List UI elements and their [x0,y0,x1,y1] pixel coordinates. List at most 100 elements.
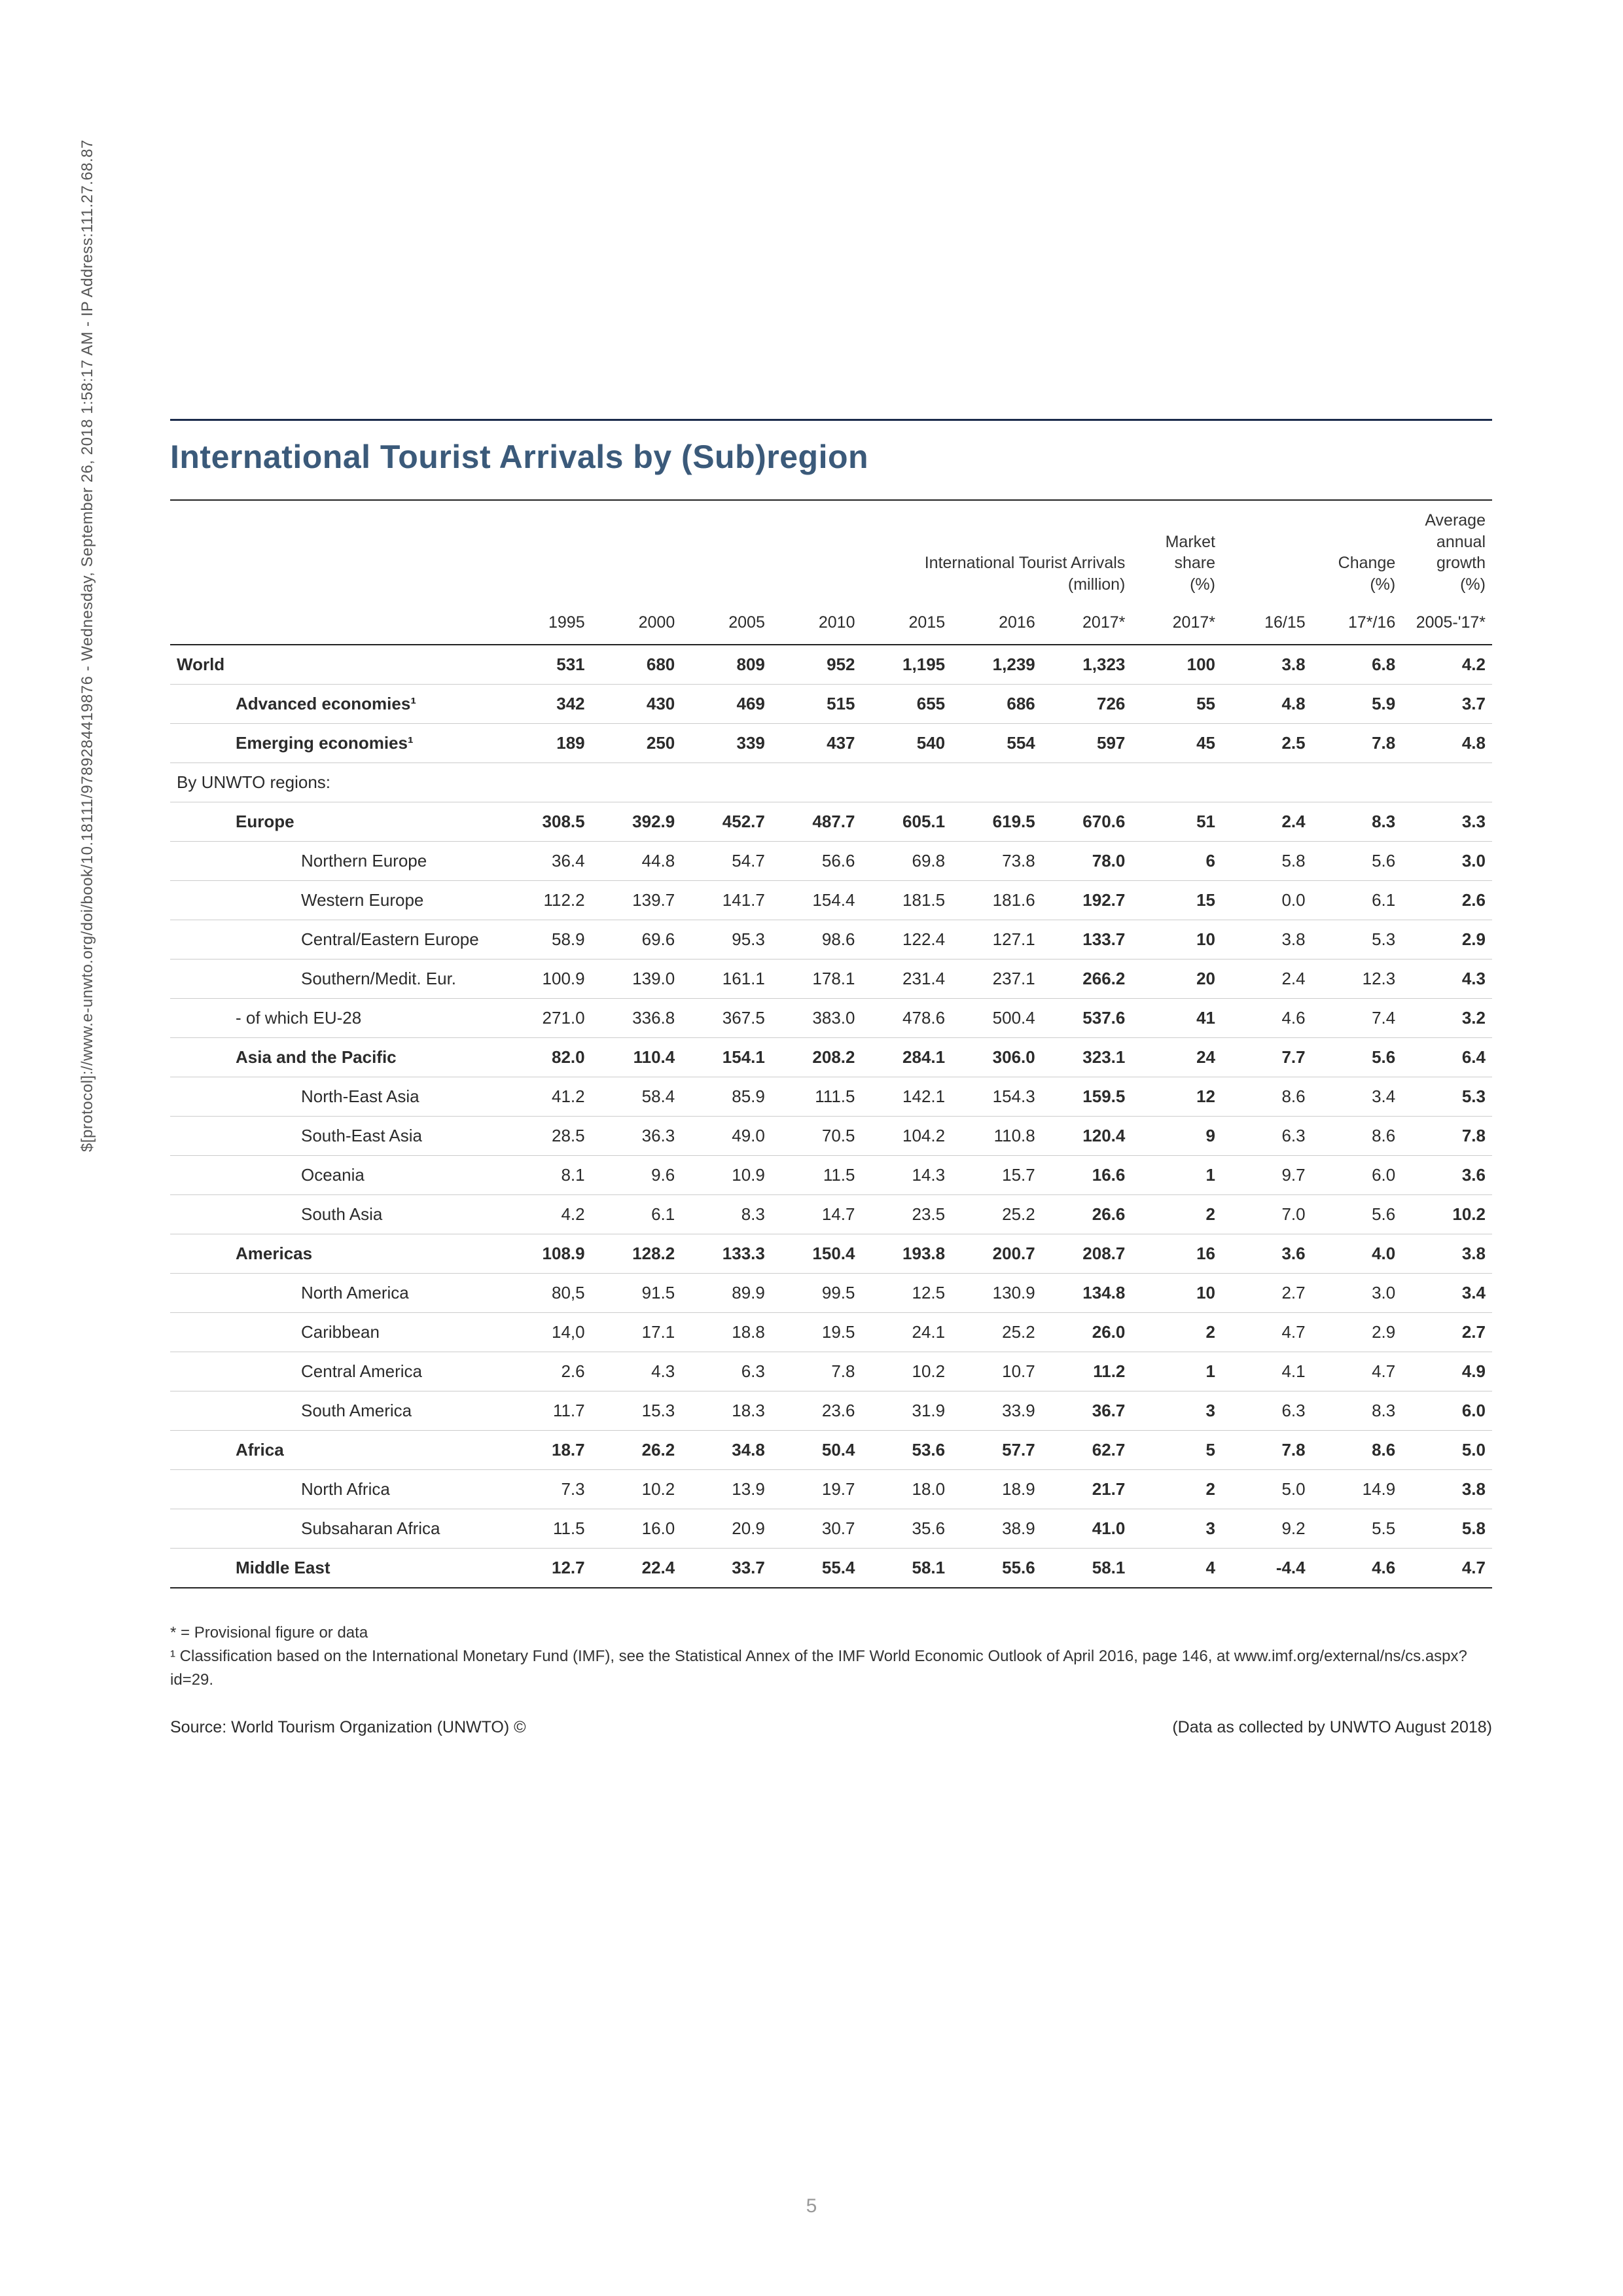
cell: 266.2 [1042,960,1132,999]
cell: 7.8 [1402,1117,1492,1156]
cell: 7.0 [1222,1195,1312,1234]
cell: 15 [1132,881,1222,920]
cell: 4.3 [592,1352,682,1391]
cell: 3 [1132,1509,1222,1549]
cell: 12.5 [862,1274,952,1313]
cell: 231.4 [862,960,952,999]
cell: 58.9 [501,920,592,960]
table-row: Western Europe112.2139.7141.7154.4181.51… [170,881,1492,920]
cell: 134.8 [1042,1274,1132,1313]
cell: 10.2 [1402,1195,1492,1234]
cell: 1 [1132,1352,1222,1391]
cell: 18.7 [501,1431,592,1470]
cell: 55.6 [952,1549,1042,1588]
cell: 154.4 [772,881,862,920]
cell: 3.8 [1402,1234,1492,1274]
cell: 23.5 [862,1195,952,1234]
cell: 18.3 [681,1391,772,1431]
cell: 3 [1132,1391,1222,1431]
cell: 154.1 [681,1038,772,1077]
cell: 178.1 [772,960,862,999]
source-right: (Data as collected by UNWTO August 2018) [1172,1718,1492,1737]
col-year: 2000 [592,604,682,645]
cell: 3.6 [1402,1156,1492,1195]
cell: 8.6 [1312,1117,1402,1156]
cell: 250 [592,724,682,763]
row-label: Central/Eastern Europe [170,920,501,960]
cell: 6.0 [1312,1156,1402,1195]
cell: 189 [501,724,592,763]
cell: 111.5 [772,1077,862,1117]
cell [1222,763,1312,802]
cell: 515 [772,685,862,724]
page: $[protocol]://www.e-unwto.org/doi/book/1… [0,0,1623,2296]
cell: 16.0 [592,1509,682,1549]
cell: 3.6 [1222,1234,1312,1274]
cell: 82.0 [501,1038,592,1077]
cell: 2 [1132,1195,1222,1234]
cell: 45 [1132,724,1222,763]
row-label: North Africa [170,1470,501,1509]
table-row: Advanced economies¹342430469515655686726… [170,685,1492,724]
source-row: Source: World Tourism Organization (UNWT… [170,1718,1492,1737]
cell: 2.6 [501,1352,592,1391]
cell: 26.2 [592,1431,682,1470]
cell: 531 [501,645,592,685]
cell: 10.9 [681,1156,772,1195]
cell: 26.6 [1042,1195,1132,1234]
cell: 554 [952,724,1042,763]
cell [1312,763,1402,802]
cell: 41.2 [501,1077,592,1117]
table-row: Asia and the Pacific82.0110.4154.1208.22… [170,1038,1492,1077]
cell: 127.1 [952,920,1042,960]
row-label: South America [170,1391,501,1431]
cell: 11.7 [501,1391,592,1431]
cell: 8.3 [681,1195,772,1234]
cell: 336.8 [592,999,682,1038]
footnotes: * = Provisional figure or data ¹ Classif… [170,1621,1492,1692]
cell: 12.3 [1312,960,1402,999]
cell: 36.7 [1042,1391,1132,1431]
cell: 6.1 [592,1195,682,1234]
cell: 5.3 [1312,920,1402,960]
cell: 28.5 [501,1117,592,1156]
cell: 6.1 [1312,881,1402,920]
cell: 122.4 [862,920,952,960]
cell: 8.1 [501,1156,592,1195]
row-label: Advanced economies¹ [170,685,501,724]
cell: 112.2 [501,881,592,920]
row-label: - of which EU-28 [170,999,501,1038]
cell: 8.6 [1312,1431,1402,1470]
cell: 25.2 [952,1313,1042,1352]
cell: 3.3 [1402,802,1492,842]
table-row: Southern/Medit. Eur.100.9139.0161.1178.1… [170,960,1492,999]
page-title: International Tourist Arrivals by (Sub)r… [170,419,1492,476]
cell: 6 [1132,842,1222,881]
table-row: Middle East12.722.433.755.458.155.658.14… [170,1549,1492,1588]
col-year: 17*/16 [1312,604,1402,645]
table-row: South-East Asia28.536.349.070.5104.2110.… [170,1117,1492,1156]
cell: 208.7 [1042,1234,1132,1274]
cell: 99.5 [772,1274,862,1313]
cell: 2.4 [1222,960,1312,999]
cell: 133.3 [681,1234,772,1274]
cell: 2.7 [1402,1313,1492,1352]
cell: 4.3 [1402,960,1492,999]
cell: 342 [501,685,592,724]
cell: 14.3 [862,1156,952,1195]
cell: 58.1 [862,1549,952,1588]
cell: 34.8 [681,1431,772,1470]
content-block: International Tourist Arrivals by (Sub)r… [170,419,1492,1737]
cell: 686 [952,685,1042,724]
row-label: Central America [170,1352,501,1391]
cell: 161.1 [681,960,772,999]
cell: 11.5 [772,1156,862,1195]
header-avg-growth: Averageannualgrowth (%) [1402,500,1492,604]
margin-metadata: $[protocol]://www.e-unwto.org/doi/book/1… [79,139,97,1152]
cell: 4.1 [1222,1352,1312,1391]
cell: 308.5 [501,802,592,842]
cell: 150.4 [772,1234,862,1274]
cell: 120.4 [1042,1117,1132,1156]
cell: 4.7 [1402,1549,1492,1588]
row-label: South-East Asia [170,1117,501,1156]
